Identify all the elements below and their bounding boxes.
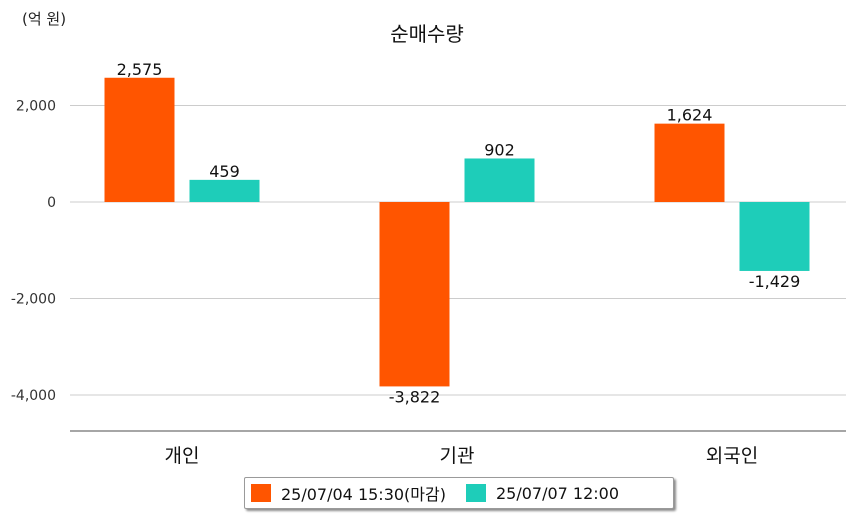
bar[interactable] — [379, 202, 450, 387]
grid-lines — [70, 105, 846, 396]
bar[interactable] — [104, 77, 175, 202]
y-tick-label: 2,000 — [16, 99, 56, 115]
legend-item-series-1[interactable]: 25/07/04 15:30(마감) — [251, 481, 446, 505]
bar[interactable] — [464, 158, 535, 202]
x-tick-label: 기관 — [440, 445, 475, 467]
legend-swatch-series-1 — [251, 484, 271, 502]
legend: 25/07/04 15:30(마감) 25/07/07 12:00 — [244, 477, 674, 509]
x-axis-ticks: 개인 기관 외국인 — [165, 445, 759, 467]
data-labels: 2,575 459 -3,822 902 1,624 -1,429 — [117, 60, 801, 407]
y-axis-ticks: 2,000 0 -2,000 -4,000 — [11, 99, 56, 405]
legend-label-series-2: 25/07/07 12:00 — [495, 483, 620, 503]
data-label: 902 — [484, 140, 515, 159]
x-tick-label: 개인 — [165, 445, 200, 467]
data-label: -1,429 — [749, 272, 801, 291]
y-tick-label: 0 — [47, 195, 56, 211]
unit-label: (억 원) — [22, 10, 67, 28]
legend-item-series-2[interactable]: 25/07/07 12:00 — [465, 483, 620, 503]
x-tick-label: 외국인 — [706, 445, 758, 467]
data-label: 1,624 — [667, 106, 713, 125]
chart-title: 순매수량 — [390, 22, 464, 46]
legend-swatch-series-2 — [465, 484, 486, 502]
bar[interactable] — [654, 123, 725, 202]
data-label: 459 — [209, 162, 240, 181]
y-tick-label: -2,000 — [11, 292, 56, 308]
bar[interactable] — [189, 179, 260, 202]
y-tick-label: -4,000 — [11, 388, 56, 404]
bar[interactable] — [739, 202, 810, 271]
bars — [104, 77, 810, 387]
legend-label-series-1: 25/07/04 15:30(마감) — [281, 485, 446, 504]
data-label: -3,822 — [389, 387, 441, 406]
data-label: 2,575 — [117, 60, 163, 79]
